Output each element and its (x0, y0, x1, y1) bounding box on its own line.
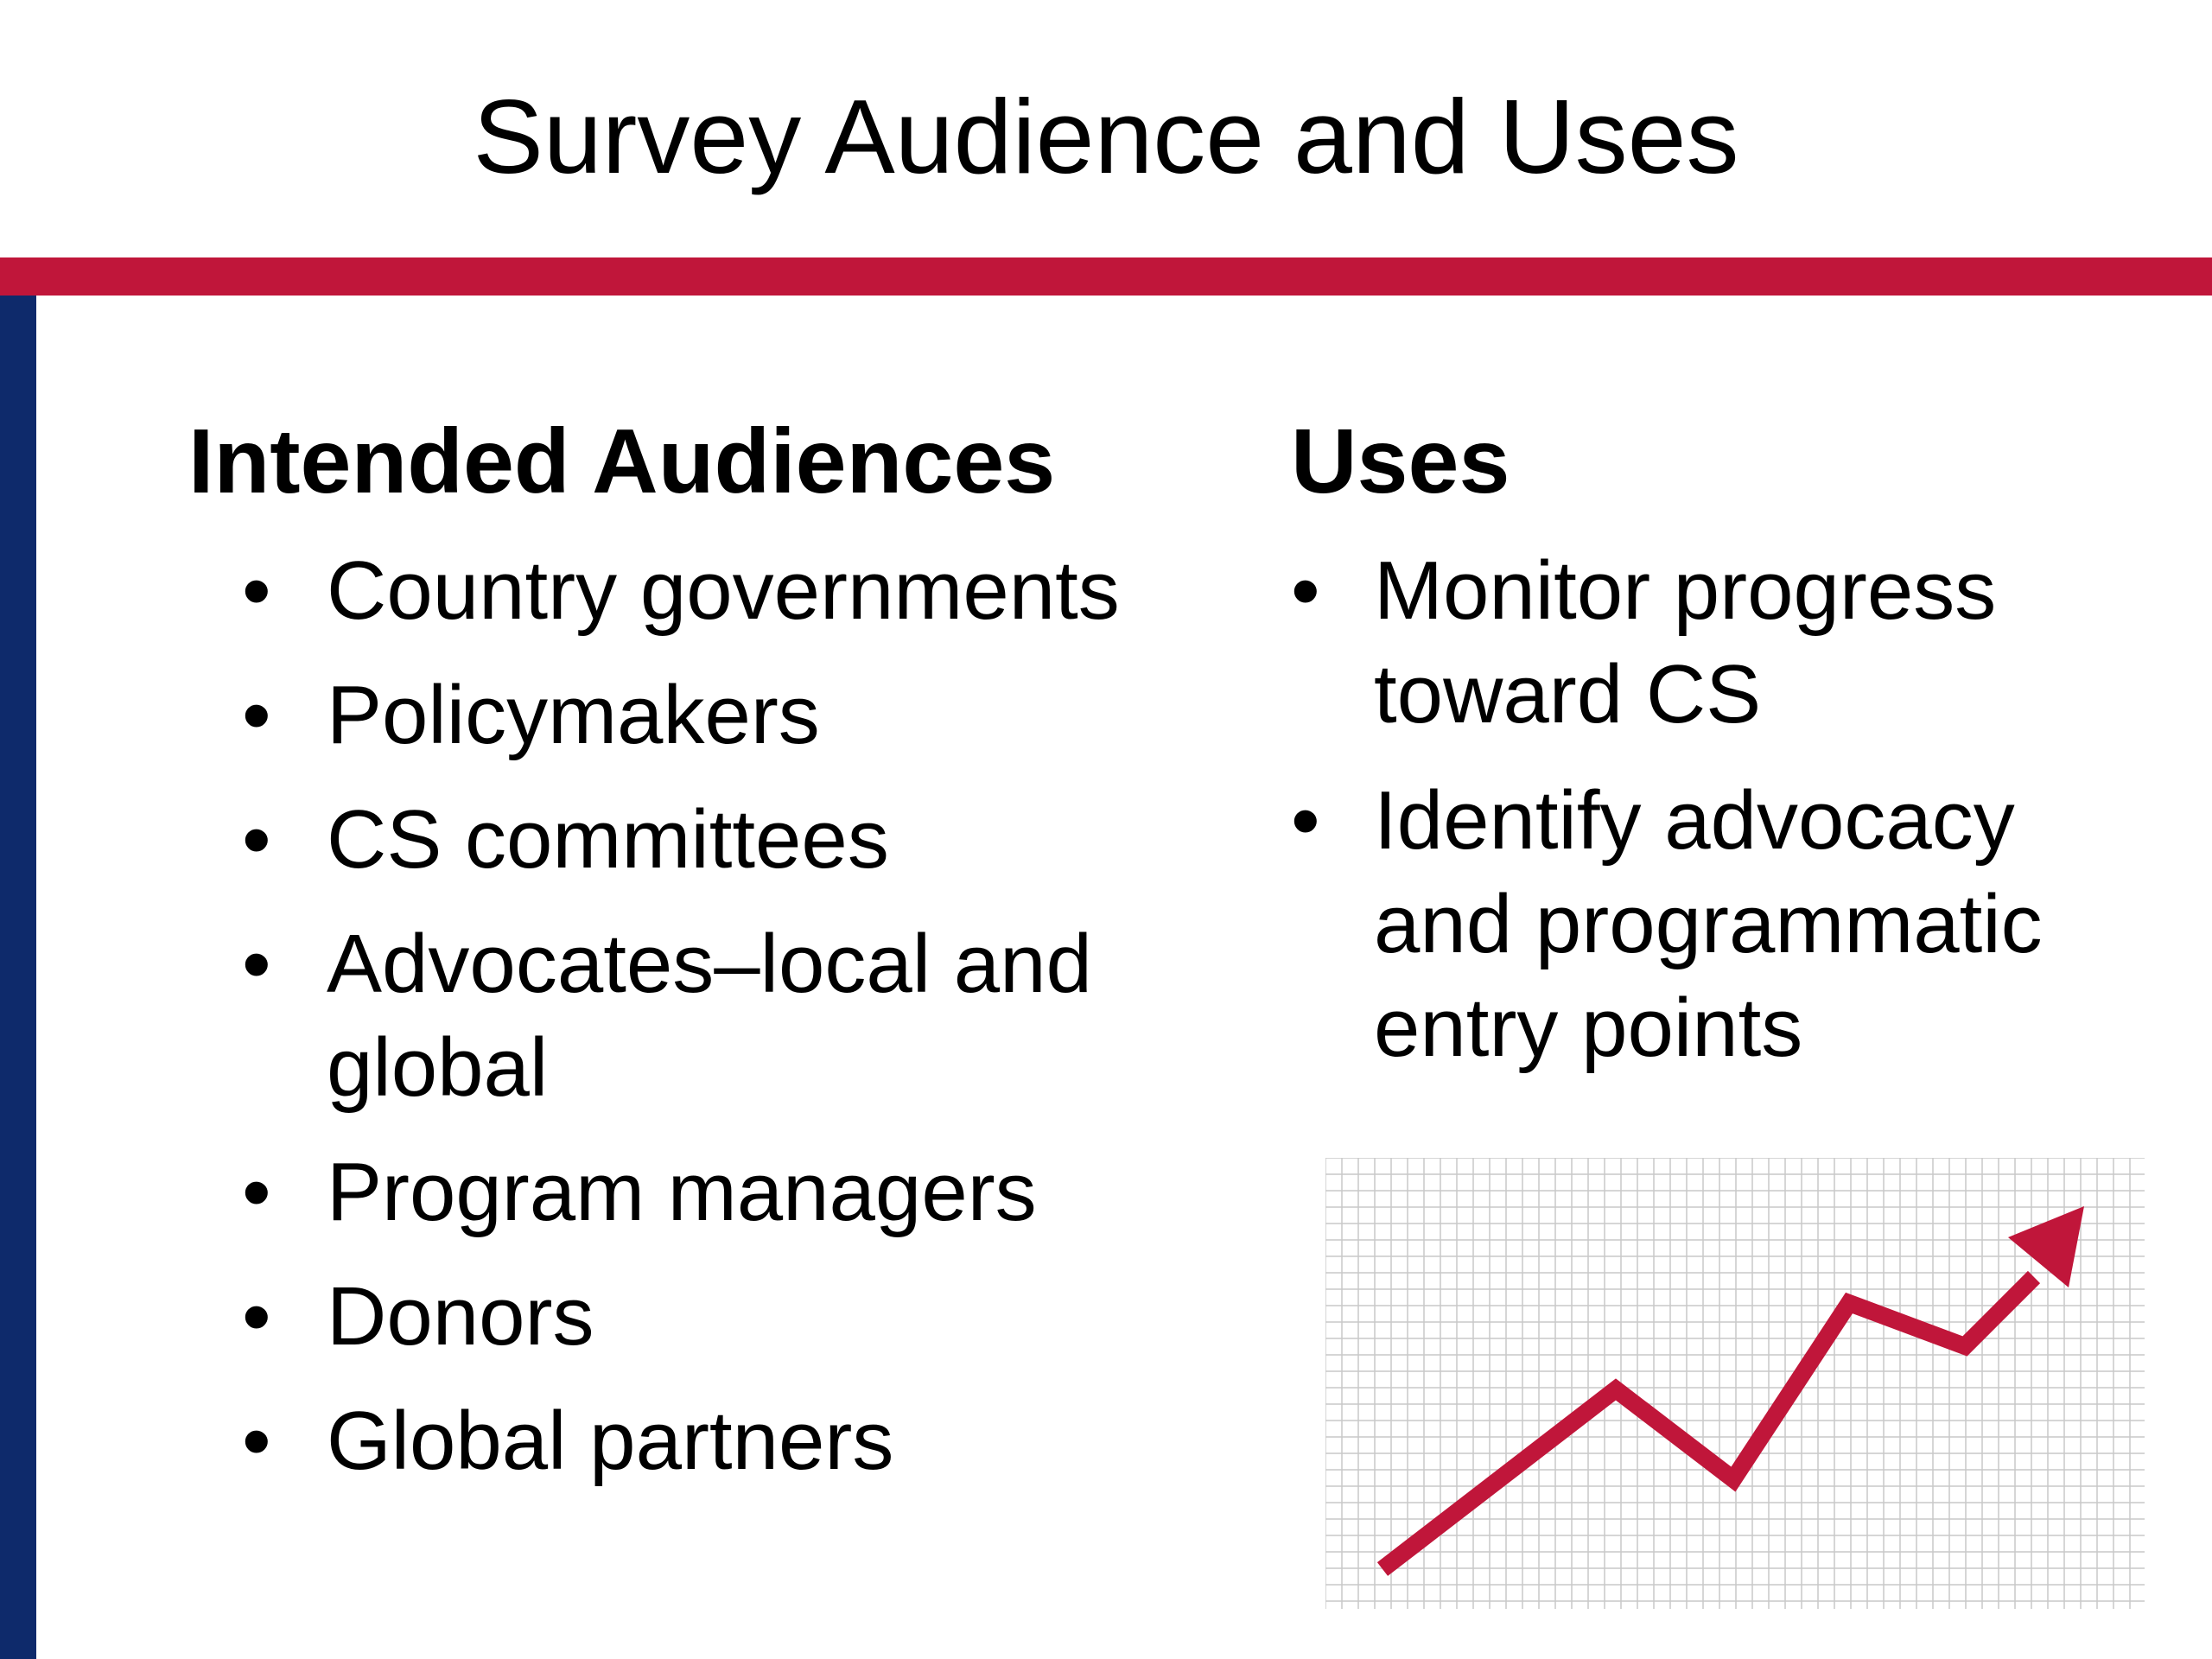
list-item-label: CS committees (327, 793, 889, 886)
bullet-icon: • (242, 793, 271, 886)
uses-heading: Uses (1291, 410, 1510, 512)
bullet-icon: • (242, 544, 271, 637)
red-accent-bar (0, 257, 2212, 296)
uses-list: • Monitor progress toward CS • Identify ad… (1237, 539, 2145, 1103)
list-item-label: Monitor progress toward CS (1374, 544, 1997, 741)
audiences-list: • Country governments • Policymakers • CS c… (188, 539, 1191, 1514)
list-item-label: Donors (327, 1270, 594, 1363)
list-item-label: Identify advocacy and programmatic entry… (1374, 774, 2043, 1074)
list-item-label: Advocates–local and global (327, 918, 1092, 1114)
list-item: • Country governments (188, 539, 1191, 643)
list-item: • Identify advocacy and programmatic entr… (1237, 769, 2145, 1080)
trend-line (1376, 1270, 2041, 1576)
list-item-label: Program managers (327, 1146, 1037, 1238)
list-item: • Donors (188, 1265, 1191, 1369)
slide-title: Survey Audience and Uses (473, 78, 1739, 195)
list-item-label: Policymakers (327, 669, 820, 761)
list-item: • Program managers (188, 1141, 1191, 1244)
list-item-label: Country governments (327, 544, 1120, 637)
list-item: • CS committees (188, 788, 1191, 892)
upward-trend-arrow-icon (1325, 1158, 2145, 1609)
list-item-label: Global partners (327, 1395, 894, 1487)
list-item: • Advocates–local and global (188, 912, 1191, 1120)
bullet-icon: • (1291, 544, 1320, 637)
bullet-icon: • (242, 1270, 271, 1363)
bullet-icon: • (242, 669, 271, 761)
bullet-icon: • (242, 1146, 271, 1238)
list-item: • Monitor progress toward CS (1237, 539, 2145, 747)
list-item: • Policymakers (188, 664, 1191, 767)
bullet-icon: • (242, 918, 271, 1010)
audiences-heading: Intended Audiences (188, 410, 1056, 512)
navy-side-bar (0, 296, 36, 1659)
bullet-icon: • (1291, 774, 1320, 867)
grid-lines (1325, 1158, 2145, 1609)
arrowhead-icon (2008, 1206, 2084, 1287)
list-item: • Global partners (188, 1389, 1191, 1493)
bullet-icon: • (242, 1395, 271, 1487)
